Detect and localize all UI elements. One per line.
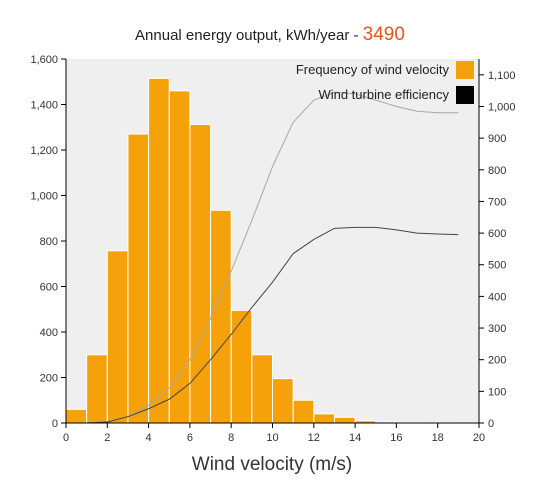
y-right-tick-label: 700 bbox=[488, 196, 506, 208]
y-right-tick-label: 500 bbox=[488, 260, 506, 272]
x-axis-label: Wind velocity (m/s) bbox=[192, 454, 352, 475]
x-tick-label: 4 bbox=[146, 432, 152, 444]
frequency-bar bbox=[190, 125, 211, 423]
y-right-tick-label: 100 bbox=[488, 386, 506, 398]
frequency-bar bbox=[293, 400, 314, 423]
frequency-bar bbox=[334, 417, 355, 423]
x-tick-label: 12 bbox=[308, 432, 320, 444]
legend-swatch bbox=[456, 61, 474, 79]
x-tick-label: 10 bbox=[266, 432, 278, 444]
y-right-tick-label: 900 bbox=[488, 133, 506, 145]
y-right-tick-label: 300 bbox=[488, 323, 506, 335]
y-right-tick-label: 600 bbox=[488, 228, 506, 240]
frequency-bar bbox=[66, 409, 87, 423]
y-left-tick-label: 1,400 bbox=[30, 100, 58, 112]
frequency-bar bbox=[87, 355, 108, 423]
y-left-tick-label: 200 bbox=[40, 373, 58, 385]
x-tick-label: 18 bbox=[432, 432, 444, 444]
x-tick-label: 2 bbox=[104, 432, 110, 444]
frequency-bar bbox=[231, 310, 252, 423]
x-tick-label: 16 bbox=[390, 432, 402, 444]
frequency-bar bbox=[314, 414, 335, 423]
y-left-tick-label: 1,200 bbox=[30, 145, 58, 157]
legend-label: Wind turbine efficiency bbox=[318, 87, 449, 102]
x-tick-label: 0 bbox=[63, 432, 69, 444]
frequency-bar bbox=[252, 355, 273, 423]
y-left-tick-label: 800 bbox=[40, 236, 58, 248]
y-left-tick-label: 0 bbox=[52, 418, 58, 430]
y-left-tick-label: 1,600 bbox=[30, 54, 58, 66]
legend-label: Frequency of wind velocity bbox=[296, 62, 450, 77]
frequency-bar bbox=[149, 78, 170, 423]
x-tick-label: 14 bbox=[349, 432, 361, 444]
x-tick-label: 20 bbox=[473, 432, 485, 444]
annual-output-value: 3490 bbox=[363, 24, 405, 45]
y-right-tick-label: 400 bbox=[488, 291, 506, 303]
y-right-tick-label: 1,100 bbox=[488, 70, 516, 82]
frequency-bar bbox=[211, 210, 232, 423]
legend-swatch bbox=[456, 86, 474, 104]
x-tick-label: 8 bbox=[228, 432, 234, 444]
y-right-tick-label: 1,000 bbox=[488, 101, 516, 113]
y-right-tick-label: 0 bbox=[488, 418, 494, 430]
frequency-bar bbox=[107, 251, 128, 423]
frequency-bar bbox=[128, 134, 149, 423]
y-right-tick-label: 200 bbox=[488, 355, 506, 367]
y-left-tick-label: 400 bbox=[40, 327, 58, 339]
chart-title-text: Annual energy output, kWh/year - bbox=[135, 27, 363, 44]
chart-title: Annual energy output, kWh/year - 3490 bbox=[135, 24, 405, 45]
y-left-tick-label: 600 bbox=[40, 282, 58, 294]
y-right-tick-label: 800 bbox=[488, 165, 506, 177]
y-left-tick-label: 1,000 bbox=[30, 191, 58, 203]
x-tick-label: 6 bbox=[187, 432, 193, 444]
frequency-bar bbox=[273, 379, 294, 423]
